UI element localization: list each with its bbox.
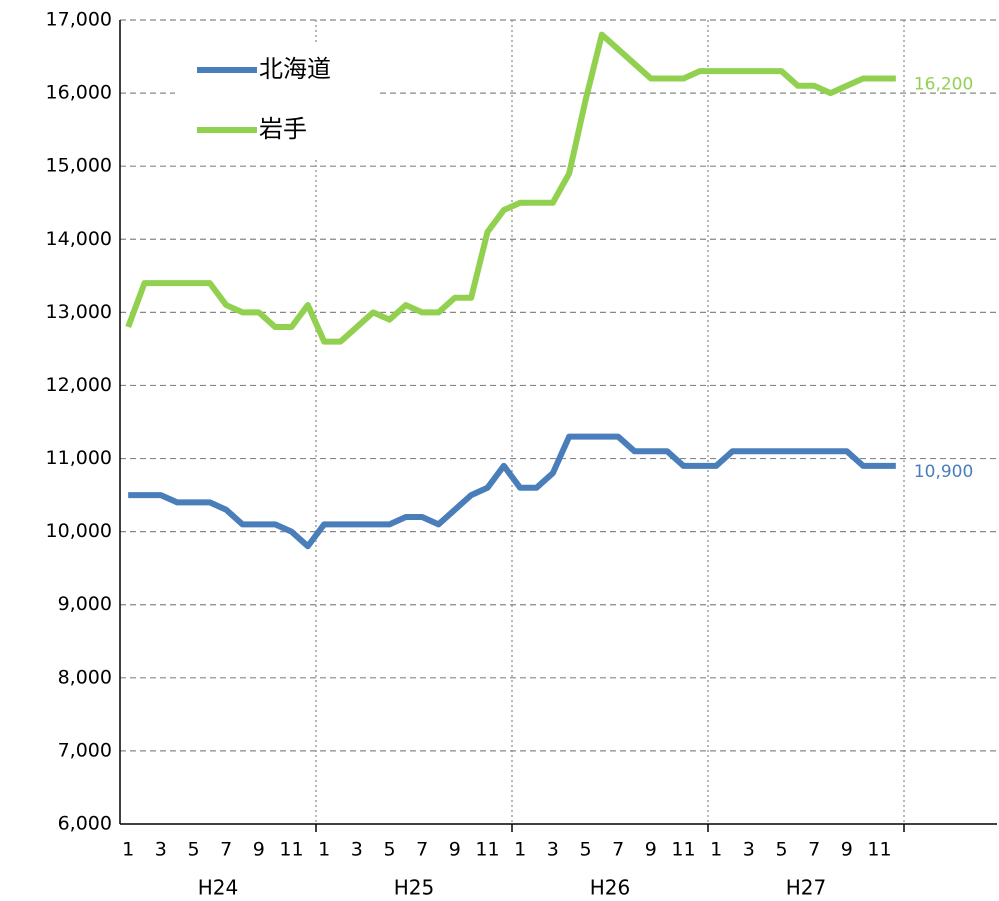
x-tick-label: 11 (475, 839, 499, 861)
legend-box (175, 42, 380, 160)
y-tick-label: 16,000 (46, 82, 112, 104)
data-label: 16,200 (914, 74, 973, 94)
x-tick-label: 5 (579, 839, 591, 861)
x-tick-label: 3 (351, 839, 363, 861)
x-tick-label: 5 (383, 839, 395, 861)
y-tick-label: 13,000 (46, 301, 112, 323)
x-tick-label: 11 (279, 839, 303, 861)
x-tick-label: 1 (514, 839, 526, 861)
year-label: H27 (786, 876, 827, 900)
y-tick-label: 17,000 (46, 9, 112, 31)
x-tick-label: 5 (775, 839, 787, 861)
x-tick-label: 7 (220, 839, 232, 861)
y-tick-label: 8,000 (58, 666, 112, 688)
x-tick-label: 3 (155, 839, 167, 861)
y-tick-label: 10,000 (46, 520, 112, 542)
year-label: H25 (394, 876, 435, 900)
y-tick-label: 6,000 (58, 813, 112, 835)
x-tick-label: 1 (710, 839, 722, 861)
data-label: 10,900 (914, 462, 973, 482)
x-tick-label: 11 (671, 839, 695, 861)
x-tick-label: 9 (645, 839, 657, 861)
year-label: H26 (590, 876, 631, 900)
x-tick-label: 7 (416, 839, 428, 861)
x-tick-label: 3 (547, 839, 559, 861)
x-tick-label: 9 (841, 839, 853, 861)
y-tick-label: 14,000 (46, 228, 112, 250)
series-line (128, 433, 896, 550)
x-tick-label: 9 (253, 839, 265, 861)
legend-label: 岩手 (259, 115, 307, 143)
x-tick-label: 1 (122, 839, 134, 861)
x-tick-label: 5 (187, 839, 199, 861)
y-tick-label: 9,000 (58, 593, 112, 615)
y-tick-label: 15,000 (46, 155, 112, 177)
y-tick-label: 7,000 (58, 739, 112, 761)
y-tick-label: 12,000 (46, 374, 112, 396)
year-label: H24 (198, 876, 239, 900)
series-line (125, 31, 896, 345)
x-tick-label: 1 (318, 839, 330, 861)
x-tick-label: 7 (808, 839, 820, 861)
x-tick-label: 9 (449, 839, 461, 861)
x-tick-label: 11 (867, 839, 891, 861)
x-tick-label: 3 (743, 839, 755, 861)
y-tick-label: 11,000 (46, 447, 112, 469)
legend-label: 北海道 (259, 55, 331, 83)
x-tick-label: 7 (612, 839, 624, 861)
